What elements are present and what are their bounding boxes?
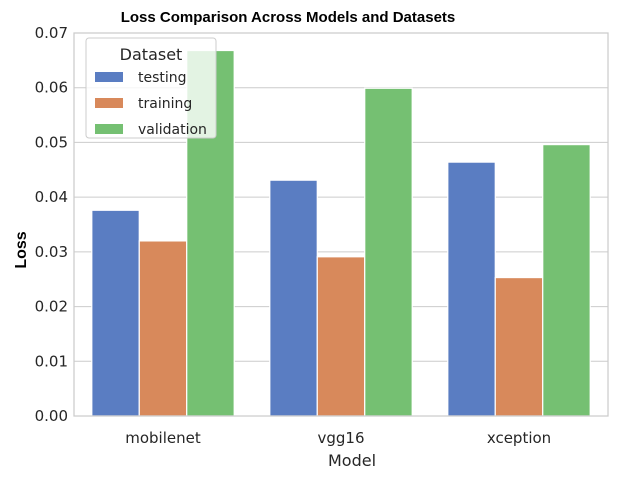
x-tick-label: vgg16 (317, 429, 364, 447)
legend-swatch-validation (95, 124, 123, 134)
y-tick-label: 0.04 (35, 188, 68, 206)
legend-swatch-testing (95, 72, 123, 82)
bar-training-vgg16 (316, 256, 366, 417)
legend-title: Dataset (120, 45, 183, 64)
legend-frame (85, 37, 217, 139)
bar-testing-vgg16 (269, 179, 318, 417)
y-tick-label: 0.02 (35, 298, 68, 316)
legend-label-testing: testing (138, 70, 187, 86)
legend-swatch-training (95, 98, 123, 108)
legend: Dataset testing training validation (85, 37, 217, 139)
bar-validation-vgg16 (364, 87, 413, 417)
bar-training-xception (494, 276, 544, 417)
x-axis: mobilenet vgg16 xception (125, 429, 551, 447)
bar-validation-xception (542, 144, 591, 417)
y-tick-label: 0.00 (35, 407, 68, 425)
legend-label-training: training (138, 96, 192, 112)
y-tick-label: 0.07 (35, 24, 68, 42)
bar-testing-xception (447, 161, 496, 417)
legend-label-validation: validation (138, 122, 207, 138)
x-tick-label: mobilenet (125, 429, 201, 447)
plot-frame (73, 32, 609, 417)
y-tick-label: 0.06 (35, 79, 68, 97)
y-axis: 0.00 0.01 0.02 0.03 0.04 0.05 0.06 0.07 (35, 24, 68, 425)
y-tick-label: 0.01 (35, 352, 68, 370)
y-tick-label: 0.03 (35, 243, 68, 261)
bar-training-mobilenet (138, 240, 188, 417)
bars (91, 49, 591, 417)
x-axis-title: Model (328, 451, 376, 470)
chart-title: Loss Comparison Across Models and Datase… (121, 9, 456, 26)
bar-testing-mobilenet (91, 209, 140, 417)
y-axis-title: Loss (13, 231, 30, 268)
x-tick-label: xception (487, 429, 551, 447)
y-tick-label: 0.05 (35, 133, 68, 151)
